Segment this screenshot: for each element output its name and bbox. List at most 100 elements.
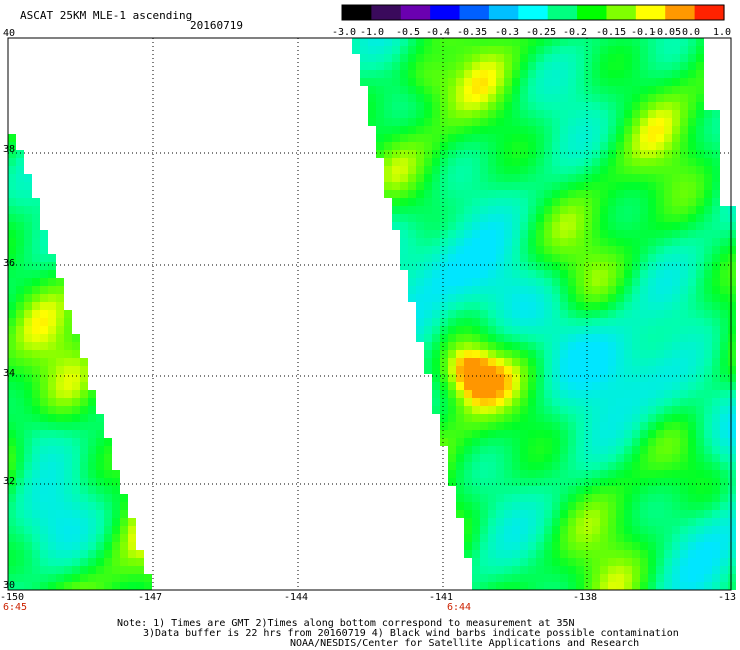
swath-pixel (504, 398, 512, 406)
swath-pixel (552, 430, 560, 438)
swath-pixel (72, 518, 80, 526)
swath-pixel (584, 150, 592, 158)
swath-pixel (648, 110, 656, 118)
swath-pixel (624, 94, 632, 102)
swath-pixel (632, 206, 640, 214)
swath-pixel (408, 214, 416, 222)
swath-pixel (688, 454, 696, 462)
swath-pixel (520, 230, 528, 238)
swath-pixel (536, 398, 544, 406)
swath-pixel (552, 150, 560, 158)
swath-pixel (568, 574, 576, 582)
swath-pixel (664, 582, 672, 590)
swath-pixel (696, 566, 704, 574)
swath-pixel (376, 78, 384, 86)
swath-pixel (128, 566, 136, 574)
swath-pixel (576, 174, 584, 182)
swath-pixel (8, 214, 16, 222)
swath-pixel (656, 118, 664, 126)
swath-pixel (664, 222, 672, 230)
swath-pixel (456, 246, 464, 254)
swath-pixel (448, 454, 456, 462)
swath-pixel (616, 38, 624, 46)
swath-pixel (512, 214, 520, 222)
swath-pixel (624, 358, 632, 366)
swath-pixel (656, 326, 664, 334)
swath-pixel (584, 54, 592, 62)
swath-pixel (488, 198, 496, 206)
swath-pixel (48, 334, 56, 342)
swath-pixel (640, 350, 648, 358)
swath-pixel (672, 494, 680, 502)
swath-pixel (616, 246, 624, 254)
swath-pixel (632, 486, 640, 494)
swath-pixel (536, 206, 544, 214)
swath-pixel (656, 558, 664, 566)
swath-pixel (384, 158, 392, 166)
swath-pixel (24, 278, 32, 286)
swath-pixel (96, 486, 104, 494)
swath-pixel (600, 494, 608, 502)
swath-pixel (720, 518, 728, 526)
swath-pixel (592, 534, 600, 542)
swath-pixel (24, 486, 32, 494)
swath-pixel (560, 446, 568, 454)
swath-pixel (584, 118, 592, 126)
swath-pixel (40, 414, 48, 422)
swath-pixel (592, 46, 600, 54)
swath-pixel (584, 310, 592, 318)
swath-pixel (592, 246, 600, 254)
swath-pixel (528, 558, 536, 566)
colorbar-label: -0.4 (426, 27, 451, 38)
swath-pixel (576, 238, 584, 246)
swath-pixel (528, 302, 536, 310)
swath-pixel (496, 574, 504, 582)
swath-pixel (432, 390, 440, 398)
swath-pixel (384, 94, 392, 102)
swath-pixel (488, 430, 496, 438)
swath-pixel (480, 398, 488, 406)
swath-pixel (440, 278, 448, 286)
swath-pixel (560, 246, 568, 254)
swath-pixel (664, 502, 672, 510)
swath-pixel (640, 302, 648, 310)
swath-pixel (624, 454, 632, 462)
swath-pixel (568, 206, 576, 214)
swath-pixel (632, 358, 640, 366)
swath-pixel (688, 86, 696, 94)
swath-pixel (56, 574, 64, 582)
swath-pixel (472, 270, 480, 278)
swath-pixel (560, 566, 568, 574)
swath-pixel (576, 246, 584, 254)
swath-pixel (496, 158, 504, 166)
swath-pixel (568, 382, 576, 390)
swath-pixel (608, 574, 616, 582)
swath-pixel (664, 438, 672, 446)
swath-pixel (72, 390, 80, 398)
swath-pixel (32, 510, 40, 518)
lat-label: 36 (3, 258, 16, 269)
swath-pixel (536, 166, 544, 174)
swath-pixel (560, 438, 568, 446)
swath-pixel (408, 118, 416, 126)
swath-pixel (464, 142, 472, 150)
swath-pixel (592, 142, 600, 150)
swath-pixel (496, 54, 504, 62)
swath-pixel (24, 374, 32, 382)
swath-pixel (536, 558, 544, 566)
swath-pixel (536, 318, 544, 326)
swath-pixel (648, 102, 656, 110)
swath-pixel (584, 214, 592, 222)
swath-pixel (456, 198, 464, 206)
swath-pixel (448, 190, 456, 198)
swath-pixel (384, 46, 392, 54)
swath-pixel (584, 70, 592, 78)
swath-pixel (536, 438, 544, 446)
swath-pixel (64, 414, 72, 422)
swath-pixel (704, 438, 712, 446)
swath-pixel (8, 318, 16, 326)
swath-pixel (64, 550, 72, 558)
swath-pixel (640, 422, 648, 430)
swath-pixel (496, 174, 504, 182)
swath-pixel (440, 62, 448, 70)
